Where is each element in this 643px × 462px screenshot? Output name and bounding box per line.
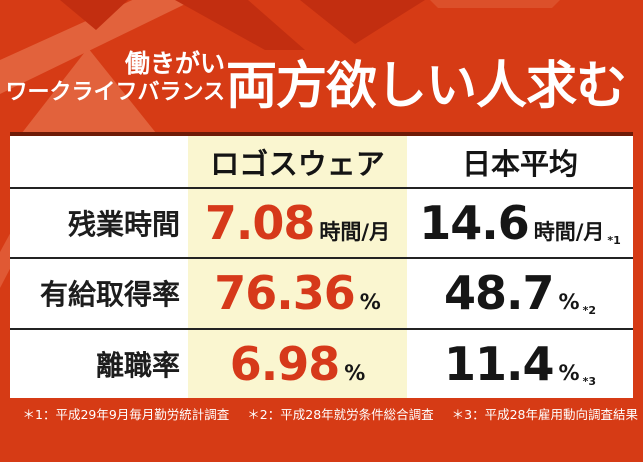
subtitle-line1: 働きがい xyxy=(124,49,225,78)
company-value: 76.36 xyxy=(214,266,356,321)
table-row-paid-leave: 有給取得率 76.36 % 48.7 % *2 xyxy=(10,257,633,328)
company-value-cell: 6.98 % xyxy=(188,329,407,398)
table-row-overtime: 残業時間 7.08 時間/月 14.6 時間/月 *1 xyxy=(10,187,633,258)
table-row-turnover: 離職率 6.98 % 11.4 % *3 xyxy=(10,327,633,398)
subtitle-line2: ワークライフバランス xyxy=(5,80,225,106)
company-value-cell: 7.08 時間/月 xyxy=(188,189,407,258)
metric-label: 離職率 xyxy=(95,348,180,382)
title-subtitle: 働きがい ワークライフバランス xyxy=(5,48,225,107)
page-title: 両方欲しい人求む xyxy=(226,57,627,116)
company-unit: % xyxy=(344,360,366,385)
header-average-cell: 日本平均 xyxy=(407,136,633,187)
metric-label: 残業時間 xyxy=(67,208,180,242)
comparison-table: ロゴスウェア 日本平均 残業時間 7.08 時間/月 14.6 時間/月 *1 xyxy=(10,132,633,398)
company-value: 7.08 xyxy=(204,196,315,251)
company-header-label: ロゴスウェア xyxy=(210,146,385,181)
table-header-row: ロゴスウェア 日本平均 xyxy=(10,136,633,187)
average-unit: % xyxy=(558,360,580,385)
company-value: 6.98 xyxy=(229,336,340,391)
average-value: 14.6 xyxy=(419,196,529,251)
average-unit: 時間/月 xyxy=(533,220,605,245)
footnote-ref: *3 xyxy=(582,374,596,388)
footnote-ref: *2 xyxy=(582,304,596,318)
company-unit: 時間/月 xyxy=(319,220,391,245)
footnotes: ＊1：平成29年9月毎月勤労統計調査 ＊2：平成28年就労条件総合調査 ＊3：平… xyxy=(0,404,639,423)
average-value-cell: 11.4 % *3 xyxy=(407,330,633,398)
footnote-1: ＊1：平成29年9月毎月勤労統計調査 xyxy=(22,407,230,422)
header-company-cell: ロゴスウェア xyxy=(188,136,407,187)
metric-label: 有給取得率 xyxy=(39,278,180,312)
footnote-3: ＊3：平成28年雇用動向調査結果 xyxy=(451,407,638,422)
average-unit: % xyxy=(558,290,580,315)
average-value-cell: 14.6 時間/月 *1 xyxy=(407,189,633,257)
company-unit: % xyxy=(359,290,381,315)
header-empty-cell xyxy=(10,136,188,187)
average-header-label: 日本平均 xyxy=(461,146,578,181)
average-value: 48.7 xyxy=(444,266,554,321)
company-value-cell: 76.36 % xyxy=(188,259,407,328)
average-value-cell: 48.7 % *2 xyxy=(407,259,633,327)
average-value: 11.4 xyxy=(444,336,554,391)
footnote-2: ＊2：平成28年就労条件総合調査 xyxy=(247,407,434,422)
footnote-ref: *1 xyxy=(607,234,621,248)
